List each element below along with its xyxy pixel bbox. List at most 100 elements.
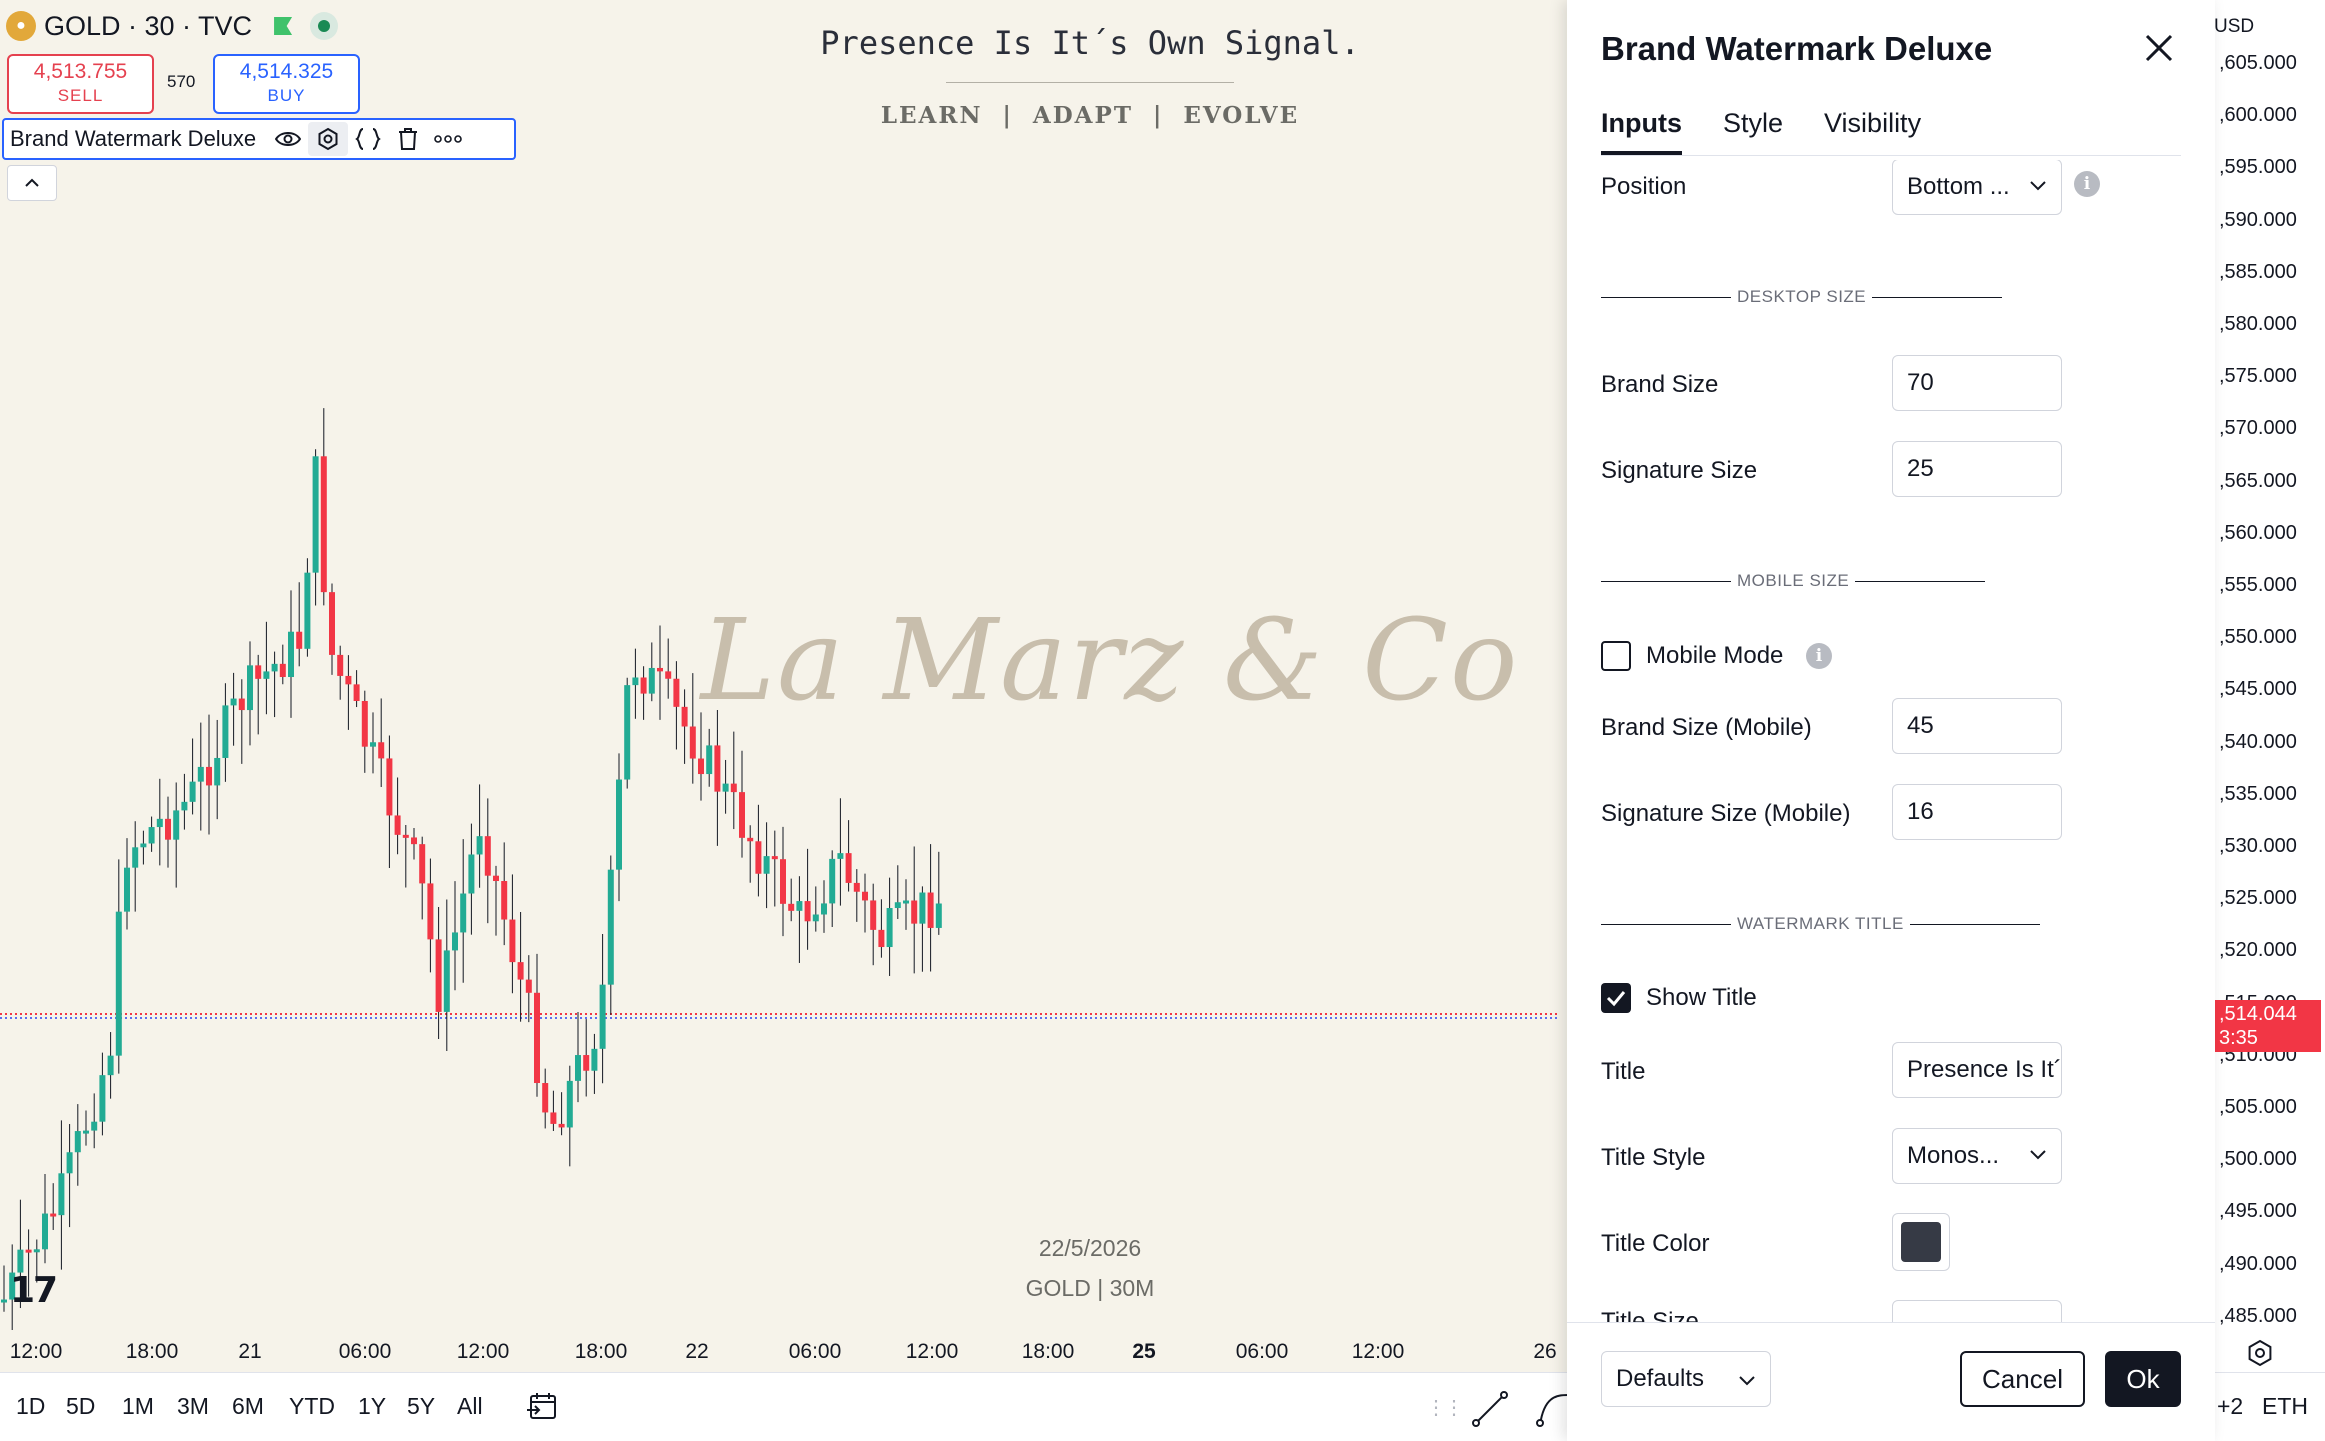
tab-visibility[interactable]: Visibility <box>1824 108 1922 138</box>
settings-icon[interactable] <box>308 122 349 156</box>
currency-toggle[interactable]: ETH <box>2262 1393 2308 1419</box>
candle-body <box>165 818 171 840</box>
sell-label: SELL <box>57 86 104 105</box>
title-color-swatch[interactable] <box>1892 1213 1950 1271</box>
candle-body <box>312 456 319 573</box>
sell-button[interactable]: 4,513.755 SELL <box>7 54 154 114</box>
candle-body <box>345 675 352 685</box>
mobile-mode-checkbox[interactable] <box>1601 641 1631 671</box>
watermark-brand: La Marz & Co <box>700 596 1520 726</box>
mobile-mode-label[interactable]: Mobile Mode <box>1646 642 1784 669</box>
brand-size-input[interactable]: 70 <box>1892 355 2062 411</box>
collapse-legend-button[interactable] <box>7 165 57 201</box>
show-title-label[interactable]: Show Title <box>1646 984 1757 1011</box>
watermark-signature: GOLD | 30M <box>1025 1275 1155 1301</box>
candle-body <box>575 1055 581 1081</box>
price-axis-label: ,600.000 <box>2219 104 2297 127</box>
signature-size-mobile-input[interactable]: 16 <box>1892 784 2062 840</box>
price-axis[interactable]: ,605.000 ,600.000 ,595.000 ,590.000 ,585.000… <box>2215 0 2325 1372</box>
candle-body <box>534 992 540 1084</box>
candle-body <box>468 854 475 894</box>
buy-button[interactable]: 4,514.325 BUY <box>213 54 360 114</box>
tab-inputs[interactable]: Inputs <box>1601 108 1682 155</box>
section-desktop-size: DESKTOP SIZE <box>1601 287 2003 307</box>
candle-body <box>25 1249 32 1253</box>
title-input[interactable]: Presence Is It´s Own Signal. <box>1892 1042 2062 1098</box>
range-button-1m[interactable]: 1M <box>122 1393 154 1419</box>
candle-body <box>181 801 188 811</box>
indicator-name[interactable]: Brand Watermark Deluxe <box>10 126 257 151</box>
curve-tool-icon[interactable] <box>1532 1387 1576 1431</box>
price-axis-label: ,500.000 <box>2219 1148 2297 1171</box>
info-icon[interactable]: i <box>1806 643 1832 669</box>
title-style-select[interactable]: Monos... <box>1892 1128 2062 1184</box>
candle-body <box>853 882 860 892</box>
time-axis[interactable]: 12:00 18:00 21 06:00 12:00 18:00 22 06:00 12:00 1… <box>0 1332 1567 1372</box>
section-desktop-label: DESKTOP SIZE <box>1737 287 1867 306</box>
range-button-5y[interactable]: 5Y <box>407 1393 436 1419</box>
candle-body <box>558 1123 565 1128</box>
title-color-label: Title Color <box>1601 1230 1710 1257</box>
inputs-scroll-area[interactable]: Position Bottom ... i DESKTOP SIZE Brand… <box>1567 160 2215 1322</box>
more-icon[interactable] <box>428 122 468 156</box>
range-button-5d[interactable]: 5D <box>66 1393 96 1419</box>
currency-label[interactable]: USD <box>2214 16 2255 37</box>
title-size-input[interactable] <box>1892 1300 2062 1322</box>
range-button-3m[interactable]: 3M <box>177 1393 209 1419</box>
indicator-legend[interactable]: Brand Watermark Deluxe <box>2 118 516 160</box>
close-icon[interactable] <box>2139 28 2179 68</box>
drag-handle-icon[interactable]: ⋮⋮ <box>1426 1397 1464 1419</box>
symbol-title[interactable]: GOLD · 30 · TVC <box>44 10 253 41</box>
candle-body <box>320 456 327 593</box>
candle-body <box>591 1048 598 1071</box>
candle-body <box>91 1121 98 1131</box>
signature-size-input[interactable]: 25 <box>1892 441 2062 497</box>
candle-body <box>845 853 852 883</box>
time-axis-label: 18:00 <box>125 1340 179 1363</box>
range-button-6m[interactable]: 6M <box>232 1393 264 1419</box>
info-icon[interactable]: i <box>2074 171 2100 197</box>
flag-icon[interactable] <box>274 17 293 35</box>
watermark-title: Presence Is It´s Own Signal. <box>820 24 1360 62</box>
eye-icon[interactable] <box>268 122 308 156</box>
tab-style[interactable]: Style <box>1723 108 1784 138</box>
defaults-button[interactable]: Defaults <box>1601 1351 1771 1407</box>
brand-size-mobile-input[interactable]: 45 <box>1892 698 2062 754</box>
range-button-1y[interactable]: 1Y <box>358 1393 387 1419</box>
dialog-title: Brand Watermark Deluxe <box>1601 30 1993 67</box>
calendar-goto-icon[interactable] <box>525 1389 561 1425</box>
candle-body <box>263 671 270 679</box>
candle-body <box>361 700 368 747</box>
range-button-1d[interactable]: 1D <box>16 1393 46 1419</box>
source-code-icon[interactable] <box>348 122 388 156</box>
candle-body <box>509 919 516 963</box>
candle-body <box>681 706 688 727</box>
compare-badge[interactable]: +2 <box>2217 1393 2244 1419</box>
price-axis-label: ,550.000 <box>2219 626 2297 649</box>
price-axis-label: ,585.000 <box>2219 260 2297 283</box>
candle-body <box>255 665 262 679</box>
candle-body <box>124 867 130 912</box>
buy-label: BUY <box>267 86 306 105</box>
cancel-button[interactable]: Cancel <box>1960 1351 2085 1407</box>
tradingview-logo[interactable]: 17 <box>10 1270 58 1311</box>
candle-body <box>862 891 868 901</box>
time-axis-label: 12:00 <box>1351 1340 1405 1363</box>
candle-body <box>443 950 450 1012</box>
ok-button[interactable]: Ok <box>2105 1351 2181 1407</box>
range-button-ytd[interactable]: YTD <box>289 1393 335 1419</box>
candle-body <box>894 902 901 909</box>
candle-body <box>230 698 237 706</box>
section-watermark-title: WATERMARK TITLE <box>1601 914 2040 934</box>
candle-body <box>1 1299 7 1303</box>
range-button-all[interactable]: All <box>457 1393 483 1419</box>
candle-body <box>222 705 229 758</box>
gear-icon[interactable] <box>2245 1338 2275 1368</box>
position-select[interactable]: Bottom ... <box>1892 160 2062 215</box>
dialog-footer: Defaults Cancel Ok <box>1567 1322 2215 1441</box>
show-title-checkbox[interactable] <box>1601 983 1631 1013</box>
chevron-up-icon <box>25 178 39 187</box>
chart-area[interactable]: ● GOLD · 30 · TVC 4,513.755 SELL 570 4,5… <box>0 0 1567 1440</box>
trend-line-icon[interactable] <box>1468 1387 1512 1431</box>
trash-icon[interactable] <box>388 122 428 156</box>
